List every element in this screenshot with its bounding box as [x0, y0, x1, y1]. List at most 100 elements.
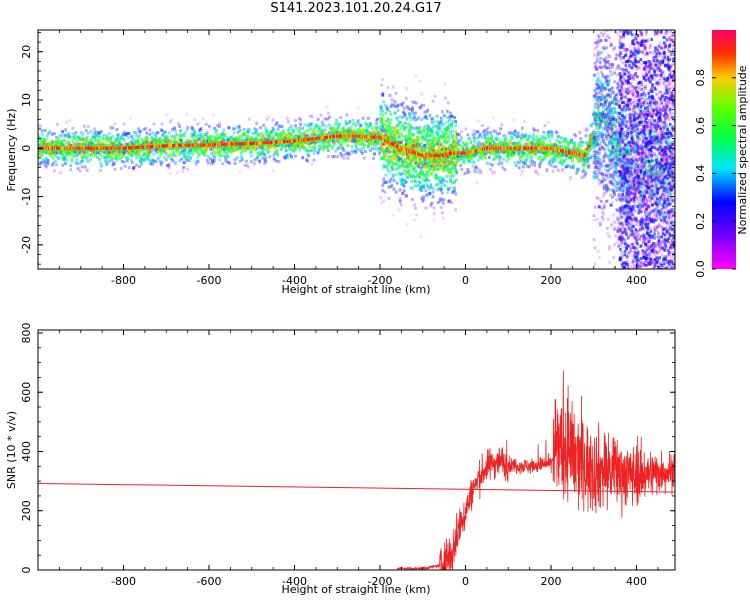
spectrogram-cell [312, 158, 316, 162]
spectrogram-cell [404, 142, 408, 146]
spectrogram-cell [352, 139, 356, 143]
spectrogram-cell [109, 138, 113, 142]
spectrogram-cell [119, 136, 123, 140]
spectrogram-cell [396, 129, 400, 133]
spectrogram-cell [404, 170, 408, 174]
spectrogram-cell [70, 157, 74, 161]
spectrogram-cell [384, 173, 388, 177]
spectrogram-cell [77, 143, 81, 147]
spectrogram-cell [396, 108, 400, 112]
spectrogram-cell [196, 159, 200, 163]
spectrogram-cell [393, 100, 397, 104]
spectrogram-cell [167, 166, 171, 170]
spectrogram-cell [455, 147, 459, 151]
spectrogram-cell [483, 152, 487, 156]
spectrogram-cell [86, 131, 90, 135]
spectrogram-cell [114, 143, 118, 147]
spectrogram-cell [67, 140, 71, 144]
spectrogram-cell [46, 143, 50, 147]
spectrogram-cell [177, 138, 180, 142]
spectrogram-cell [457, 142, 461, 146]
spectrogram-cell [439, 186, 443, 190]
spectrogram-cell [300, 144, 304, 148]
spectrogram-cell [162, 156, 166, 160]
spectrogram-cell [160, 160, 164, 164]
spectrogram-cell [419, 150, 423, 154]
spectrogram-cell [220, 133, 224, 137]
spectrogram-cell [160, 129, 164, 133]
spectrogram-cell [427, 128, 431, 132]
spectrogram-cell [454, 124, 457, 128]
spectrogram-cell [130, 151, 134, 155]
spectrogram-cell [80, 159, 84, 163]
spectrogram-cell [300, 131, 304, 135]
spectrogram-cell [475, 166, 479, 170]
spectrogram-cell [171, 140, 174, 144]
spectrogram-cell [389, 112, 393, 116]
spectrogram-cell [336, 137, 340, 141]
spectrogram-cell [130, 138, 134, 142]
spectrogram-cell [455, 171, 459, 175]
spectrogram-cell [424, 145, 428, 149]
spectrogram-cell [44, 138, 48, 142]
spectrogram-cell [414, 180, 417, 184]
spectrogram-cell [246, 165, 250, 169]
spectrogram-cell [422, 163, 426, 167]
spectrogram-cell [465, 143, 469, 147]
spectrogram-cell [416, 117, 420, 121]
spectrogram-cell [238, 170, 242, 174]
spectrogram-cell [149, 147, 153, 151]
spectrogram-cell [108, 144, 112, 148]
spectrogram-cell [317, 133, 321, 137]
spectrogram-cell [313, 149, 317, 153]
spectrogram-cell [213, 158, 216, 162]
spectrogram-cell [303, 146, 307, 150]
spectrogram-cell [169, 157, 173, 161]
spectrogram-cell [379, 157, 383, 161]
spectrogram-cell [103, 142, 107, 146]
spectrogram-cell [203, 139, 207, 143]
spectrogram-cell [313, 125, 317, 129]
spectrogram-cell [98, 157, 101, 161]
spectrogram-cell [127, 166, 131, 170]
spectrogram-cell [62, 157, 66, 161]
spectrogram-cell [450, 114, 453, 118]
spectrogram-cell [217, 145, 220, 149]
spectrogram-cell [381, 93, 385, 97]
spectrogram-cell [78, 161, 82, 165]
spectrogram-cell [308, 144, 312, 148]
spectrogram-cell [246, 134, 250, 138]
spectrogram-cell [407, 134, 410, 138]
spectrogram-cell [392, 136, 396, 140]
spectrogram-cell [403, 181, 407, 185]
spectrogram-cell [411, 107, 414, 111]
spectrogram-cell [64, 133, 68, 137]
spectrogram-cell [294, 147, 297, 151]
spectrogram-cell [133, 130, 136, 134]
spectrogram-cell [185, 157, 189, 161]
spectrogram-cell [265, 117, 269, 121]
spectrogram-cell [287, 137, 291, 141]
spectrogram-cell [342, 125, 346, 129]
spectrogram-cell [203, 153, 207, 157]
spectrogram-cell [307, 149, 311, 153]
spectrogram-cell [419, 185, 423, 189]
spectrogram-cell [86, 153, 90, 157]
spectrogram-cell [402, 111, 406, 115]
spectrogram-cell [429, 183, 433, 187]
spectrogram-cell [412, 172, 415, 176]
spectrogram-cell [481, 130, 485, 134]
spectrogram-cell [148, 132, 152, 136]
spectrogram-cell [110, 158, 114, 162]
spectrogram-cell [70, 159, 74, 163]
spectrogram-cell [369, 121, 372, 125]
spectrogram-cell [414, 118, 417, 122]
spectrogram-cell [106, 154, 110, 158]
spectrogram-cell [330, 129, 333, 133]
spectrogram-cell [450, 142, 453, 146]
spectrogram-cell [320, 131, 324, 135]
spectrogram-cell [419, 180, 423, 184]
spectrogram-cell [93, 136, 96, 140]
spectrogram-cell [222, 138, 226, 142]
spectrogram-cell [93, 132, 96, 136]
